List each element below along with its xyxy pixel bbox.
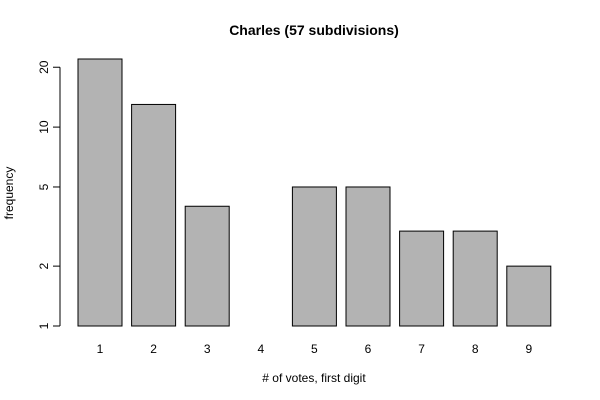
- x-tick-label-8: 8: [472, 342, 479, 356]
- y-tick-label-5: 5: [37, 183, 51, 190]
- y-tick-label-20: 20: [37, 60, 51, 74]
- bar-5: [291, 186, 337, 327]
- chart-title: Charles (57 subdivisions): [229, 22, 399, 38]
- x-tick-label-4: 4: [257, 342, 264, 356]
- bar-8: [452, 230, 498, 327]
- x-axis: 1 2 3 4 5 6 7 8 9: [97, 342, 533, 356]
- y-tick-label-1: 1: [37, 322, 51, 329]
- bar-6: [345, 186, 391, 327]
- y-tick-label-10: 10: [37, 120, 51, 134]
- bar-3: [184, 205, 230, 327]
- x-tick-label-2: 2: [150, 342, 157, 356]
- x-axis-label: # of votes, first digit: [262, 371, 366, 385]
- x-tick-label-7: 7: [418, 342, 425, 356]
- x-tick-label-1: 1: [97, 342, 104, 356]
- x-tick-label-9: 9: [525, 342, 532, 356]
- y-axis: 1 2 5 10 20: [37, 60, 61, 329]
- y-axis-label: frequency: [2, 167, 16, 220]
- bar-1: [77, 58, 123, 327]
- y-tick-label-2: 2: [37, 262, 51, 269]
- bar-7: [399, 230, 445, 327]
- x-tick-label-3: 3: [204, 342, 211, 356]
- bar-9: [506, 265, 552, 327]
- x-tick-label-5: 5: [311, 342, 318, 356]
- x-tick-label-6: 6: [365, 342, 372, 356]
- bar-2: [131, 103, 177, 327]
- bars: [77, 58, 552, 327]
